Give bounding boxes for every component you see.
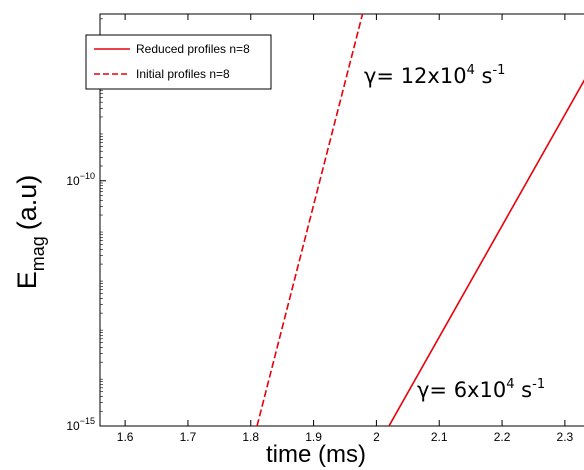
x-tick-label: 1.7 bbox=[180, 430, 197, 444]
x-axis-ticks: 1.6 1.7 1.8 1.9 2 2.1 2.2 2.3 bbox=[117, 14, 574, 444]
legend-label-reduced: Reduced profiles n=8 bbox=[136, 42, 250, 56]
x-tick-label: 2.3 bbox=[557, 430, 574, 444]
plot-frame bbox=[99, 13, 584, 427]
series-lines bbox=[256, 14, 584, 426]
y-axis-label-units: (a.u) bbox=[12, 175, 42, 231]
legend-box bbox=[85, 34, 272, 90]
growth-rate-annotation-reduced: γ= 6x104 s-1 bbox=[417, 377, 545, 402]
annot-2-prefix: γ= 6x10 bbox=[417, 378, 506, 402]
annot-1-sup2: -1 bbox=[492, 63, 505, 78]
y-tick-label: 10−10 bbox=[66, 171, 95, 188]
x-tick-label: 1.9 bbox=[305, 430, 322, 444]
y-axis-ticks: 10−10 10−15 bbox=[66, 18, 106, 433]
legend-label-initial: Initial profiles n=8 bbox=[136, 67, 230, 81]
x-tick-label: 2 bbox=[373, 430, 380, 444]
y-axis-label-main: E bbox=[12, 271, 42, 289]
x-tick-label: 2.1 bbox=[431, 430, 448, 444]
y-axis-label: Emag (a.u) bbox=[12, 175, 48, 290]
annot-1-prefix: γ= 12x10 bbox=[364, 64, 467, 88]
annot-1-sup: 4 bbox=[467, 63, 475, 78]
annot-1-suffix: s bbox=[475, 64, 493, 88]
legend: Reduced profiles n=8 Initial profiles n=… bbox=[85, 34, 272, 90]
x-axis-label: time (ms) bbox=[266, 441, 366, 468]
series-line-reduced-profiles bbox=[388, 79, 584, 426]
y-axis-label-sub: mag bbox=[28, 236, 48, 271]
x-tick-label: 1.6 bbox=[117, 430, 134, 444]
annot-2-suffix: s bbox=[515, 378, 533, 402]
annot-2-sup2: -1 bbox=[532, 377, 545, 392]
x-tick-label: 1.8 bbox=[242, 430, 259, 444]
x-tick-label: 2.2 bbox=[494, 430, 511, 444]
growth-rate-annotation-initial: γ= 12x104 s-1 bbox=[364, 63, 505, 88]
series-line-initial-profiles bbox=[256, 14, 364, 426]
annot-2-sup: 4 bbox=[506, 377, 514, 392]
y-tick-label: 10−15 bbox=[66, 416, 95, 433]
